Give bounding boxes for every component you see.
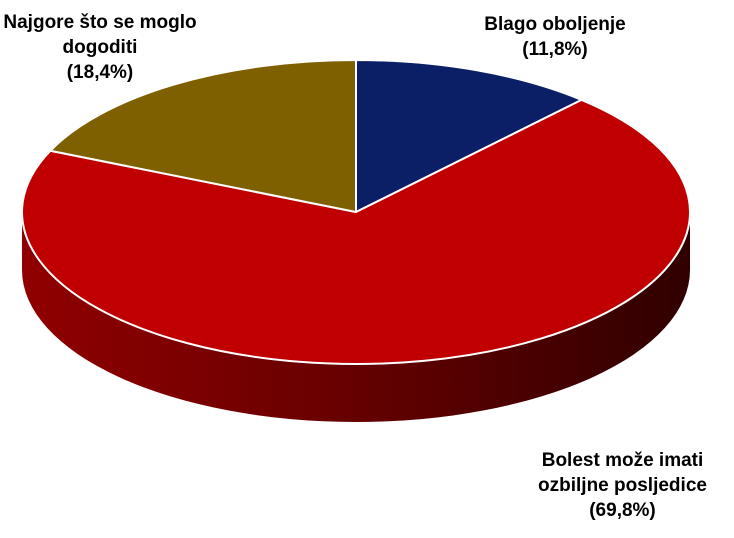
slice-side	[22, 212, 690, 422]
slice	[21, 98, 691, 365]
label-name: Najgore što se moglo dogoditi	[3, 12, 197, 58]
label-value: (18,4%)	[66, 62, 134, 83]
slice-label: Najgore što se moglo dogoditi (18,4%)	[0, 10, 200, 85]
slice	[49, 59, 357, 213]
slice	[355, 59, 583, 213]
label-value: (69,8%)	[589, 500, 656, 521]
slice-label: Bolest može imati ozbiljne posljedice (69…	[515, 448, 730, 523]
label-name: Blago oboljenje	[484, 14, 626, 35]
label-name: Bolest može imati ozbiljne posljedice	[538, 450, 707, 496]
slice-label: Blago oboljenje (11,8%)	[455, 12, 655, 62]
label-value: (11,8%)	[522, 39, 588, 60]
